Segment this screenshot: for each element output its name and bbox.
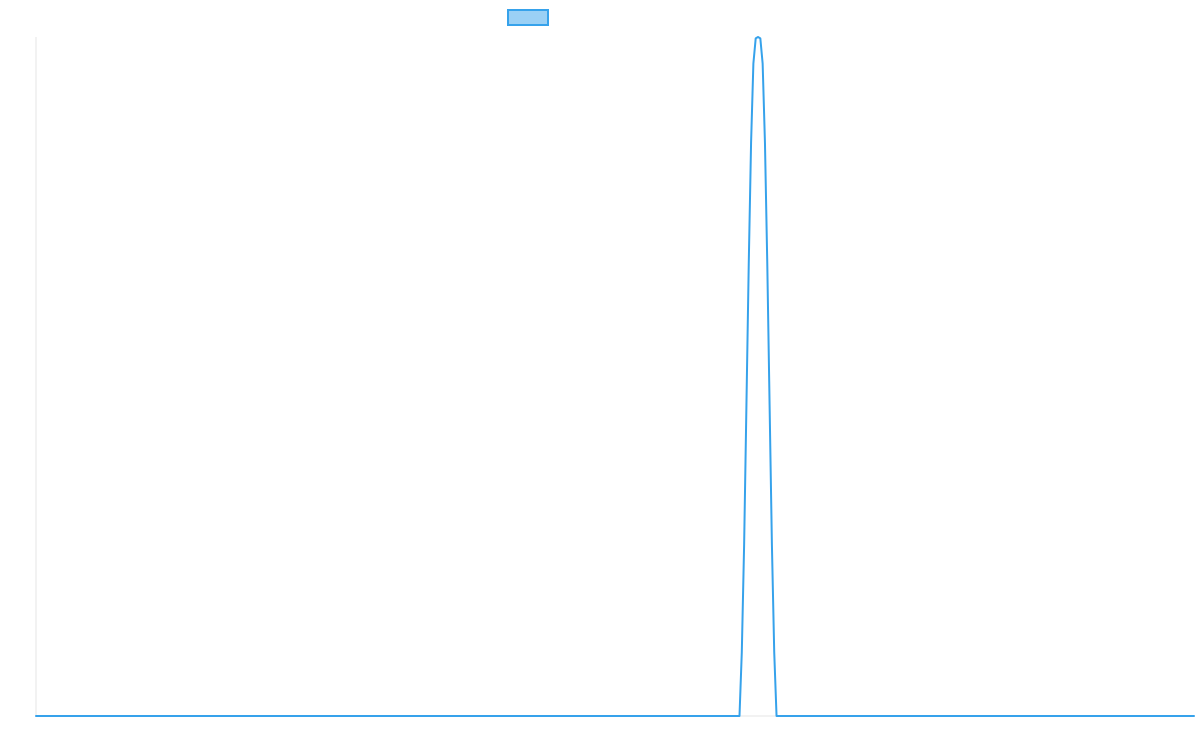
chart-axes: [35, 37, 1194, 717]
chart-legend[interactable]: [507, 9, 549, 26]
legend-swatch-1[interactable]: [507, 9, 549, 26]
series-line-1: [35, 36, 1195, 717]
series-layer: [35, 36, 1195, 717]
